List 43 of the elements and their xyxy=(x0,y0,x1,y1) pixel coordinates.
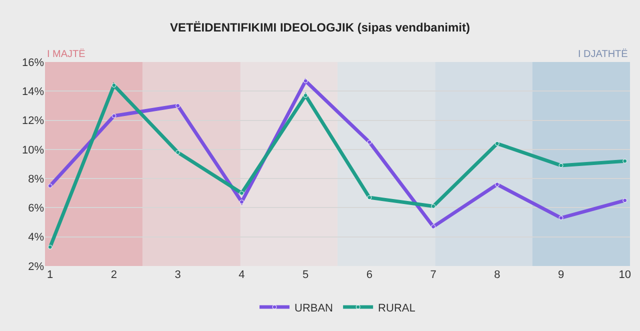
x-tick-label: 3 xyxy=(174,269,181,281)
point xyxy=(303,78,308,84)
y-tick-label: 14% xyxy=(22,86,44,98)
point xyxy=(622,158,628,164)
point xyxy=(112,83,116,88)
point xyxy=(176,150,180,155)
x-tick-label: 9 xyxy=(558,269,564,281)
x-tick-label: 8 xyxy=(494,269,500,281)
x-tick-label: 2 xyxy=(110,269,118,281)
point xyxy=(303,93,308,98)
y-tick-label: 4% xyxy=(28,232,44,244)
legend-label: RURAL xyxy=(378,302,416,314)
point xyxy=(558,216,564,220)
y-tick-label: 10% xyxy=(22,144,44,156)
chart-title: VETËIDENTIFIKIMI IDEOLOGJIK (sipas vendbanimit) xyxy=(170,20,470,35)
point xyxy=(112,114,116,118)
point xyxy=(622,198,628,203)
x-tick-label: 4 xyxy=(238,269,245,281)
x-tick-label: 5 xyxy=(302,269,309,281)
x-tick-label: 7 xyxy=(430,269,436,281)
point xyxy=(176,103,180,108)
point xyxy=(431,204,436,209)
point xyxy=(558,163,564,168)
point xyxy=(48,184,52,188)
text: I MAJTË xyxy=(47,48,86,60)
point xyxy=(239,190,244,196)
y-tick-label: 16% xyxy=(22,56,44,69)
y-tick-label: 2% xyxy=(28,260,44,273)
y-tick-label: 8% xyxy=(28,173,44,186)
x-tick-label: 1 xyxy=(47,269,54,281)
y-tick-label: 6% xyxy=(28,202,44,215)
point xyxy=(367,195,372,200)
point xyxy=(494,141,500,146)
text: I DJATHTË xyxy=(578,48,628,60)
point xyxy=(48,244,52,250)
point xyxy=(367,140,372,144)
y-tick-label: 12% xyxy=(22,115,44,128)
point xyxy=(431,224,436,229)
x-tick-label: 10 xyxy=(618,269,632,281)
legend-label: URBAN xyxy=(294,302,334,314)
point xyxy=(239,200,244,204)
x-tick-label: 6 xyxy=(366,269,372,281)
point xyxy=(494,182,500,187)
